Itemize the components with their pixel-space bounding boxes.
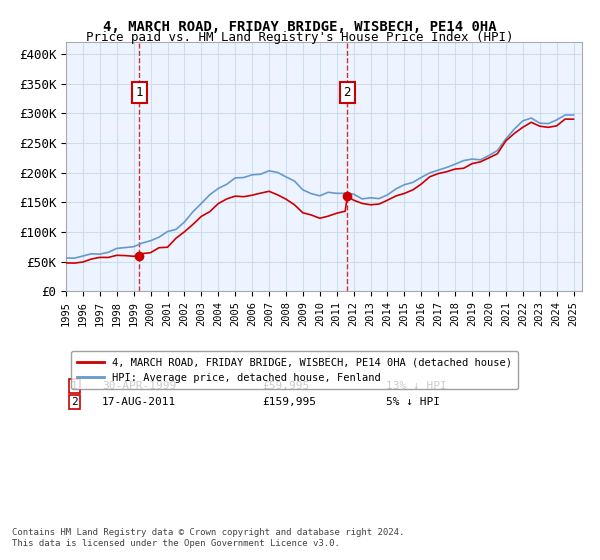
Legend: 4, MARCH ROAD, FRIDAY BRIDGE, WISBECH, PE14 0HA (detached house), HPI: Average p: 4, MARCH ROAD, FRIDAY BRIDGE, WISBECH, P… [71,351,518,389]
Text: 17-AUG-2011: 17-AUG-2011 [102,397,176,407]
Text: £59,995: £59,995 [262,381,310,391]
Text: 13% ↓ HPI: 13% ↓ HPI [386,381,446,391]
Text: 30-APR-1999: 30-APR-1999 [102,381,176,391]
Text: Contains HM Land Registry data © Crown copyright and database right 2024.
This d: Contains HM Land Registry data © Crown c… [12,528,404,548]
Text: 5% ↓ HPI: 5% ↓ HPI [386,397,440,407]
Text: 2: 2 [344,86,351,99]
Text: 4, MARCH ROAD, FRIDAY BRIDGE, WISBECH, PE14 0HA: 4, MARCH ROAD, FRIDAY BRIDGE, WISBECH, P… [103,20,497,34]
Text: 1: 1 [136,86,143,99]
Text: £159,995: £159,995 [262,397,316,407]
Text: Price paid vs. HM Land Registry's House Price Index (HPI): Price paid vs. HM Land Registry's House … [86,31,514,44]
Text: 1: 1 [71,381,78,391]
Text: 2: 2 [71,397,78,407]
